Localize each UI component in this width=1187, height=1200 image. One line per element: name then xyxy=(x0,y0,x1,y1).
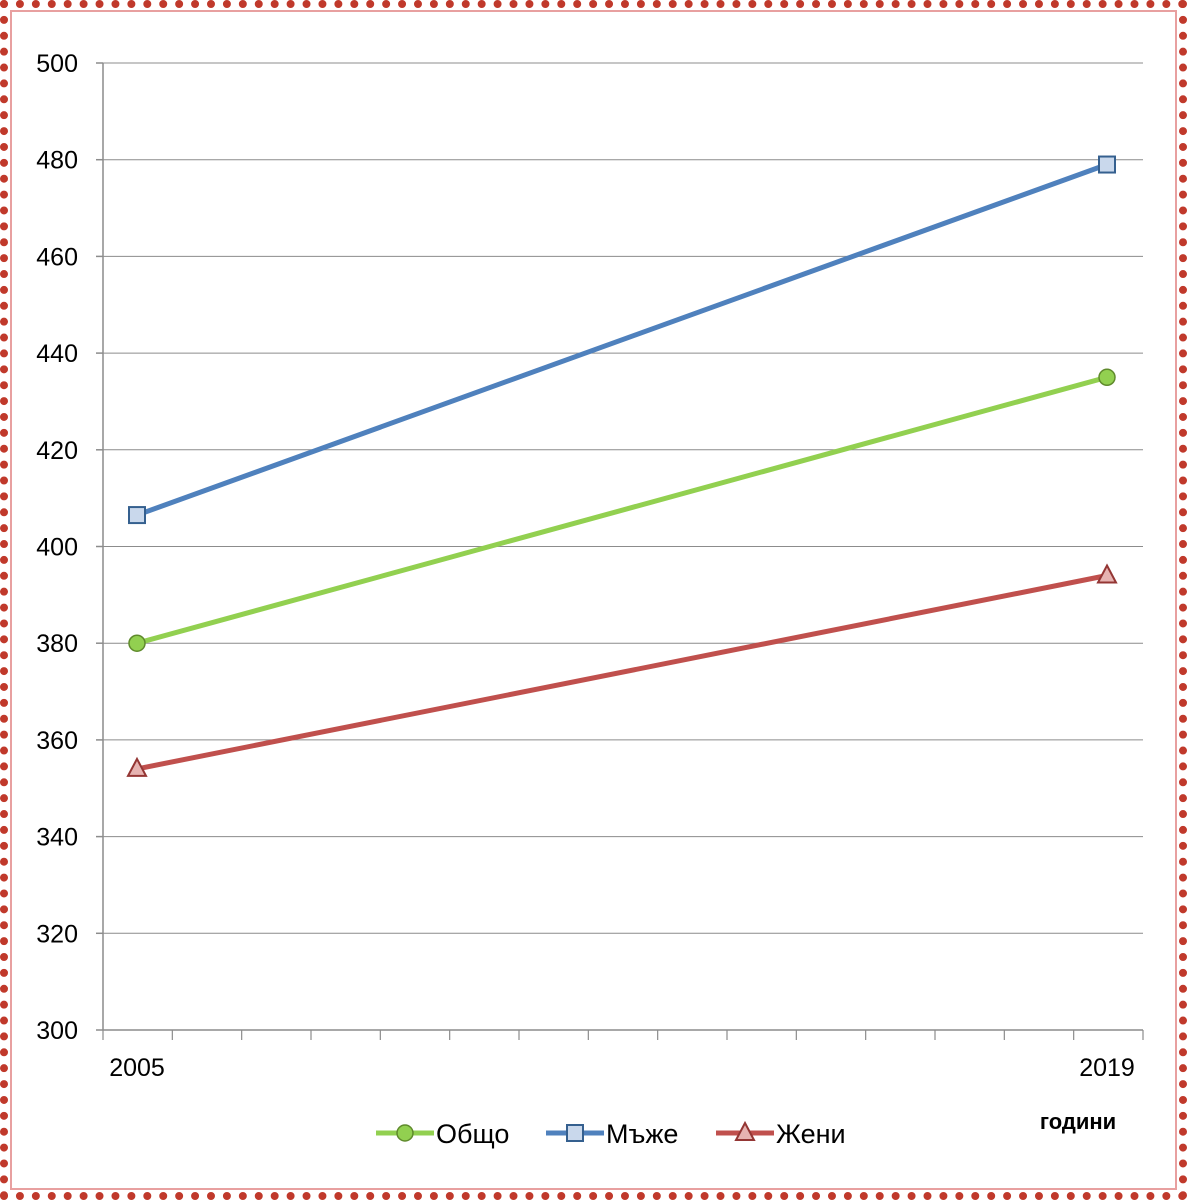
point-1-2019 xyxy=(1098,155,1116,174)
series-line-2 xyxy=(134,573,1110,772)
x-tick-label-2019: 2019 xyxy=(1079,1054,1135,1082)
legend-marker-2 xyxy=(734,1120,756,1141)
x-tick-label-2005: 2005 xyxy=(109,1054,165,1082)
point-1-2005 xyxy=(128,506,146,525)
y-tick-label-440: 440 xyxy=(36,340,78,368)
x-axis-ticks: 2005 2019 xyxy=(109,1054,1135,1082)
legend-marker-0 xyxy=(396,1124,414,1142)
y-tick-label-360: 360 xyxy=(36,727,78,755)
y-tick-label-420: 420 xyxy=(36,437,78,465)
y-tick-label-300: 300 xyxy=(36,1017,78,1045)
point-0-2005 xyxy=(128,634,146,652)
gridlines xyxy=(103,62,1143,934)
series-lines xyxy=(126,155,1118,777)
y-tick-label-340: 340 xyxy=(36,824,78,852)
series-line-0 xyxy=(134,374,1110,646)
legend-label-1: Мъже xyxy=(606,1119,678,1149)
y-axis-ticks: 300 320 340 360 380 400 420 440 460 480 500 xyxy=(36,50,78,1045)
point-0-2019 xyxy=(1098,368,1116,387)
legend-label-2: Жени xyxy=(776,1119,846,1149)
point-2-2005 xyxy=(126,756,148,777)
y-tick-label-500: 500 xyxy=(36,50,78,78)
y-tick-label-400: 400 xyxy=(36,534,78,562)
legend-label-0: Общо xyxy=(436,1119,509,1149)
x-axis-title: години xyxy=(1040,1109,1116,1134)
series-line-1 xyxy=(134,162,1110,518)
point-2-2019 xyxy=(1096,563,1118,584)
legend-marker-1 xyxy=(566,1124,584,1142)
axes xyxy=(96,62,1144,1040)
y-tick-label-320: 320 xyxy=(36,920,78,948)
legend: Общо Мъже Жени xyxy=(376,1119,846,1149)
y-tick-label-460: 460 xyxy=(36,243,78,271)
y-tick-label-380: 380 xyxy=(36,630,78,658)
y-tick-label-480: 480 xyxy=(36,147,78,175)
